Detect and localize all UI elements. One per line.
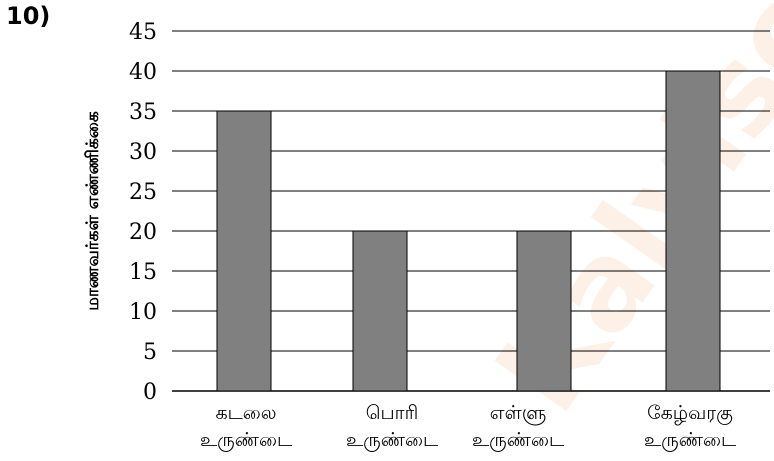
y-tick-label: 15 <box>129 260 157 285</box>
bar <box>216 110 272 392</box>
y-tick-label: 30 <box>129 140 157 165</box>
y-tick-label: 5 <box>143 340 157 365</box>
y-tick-labels: 0 5 10 15 20 25 30 35 40 45 <box>129 20 157 405</box>
y-tick-label: 40 <box>129 60 157 85</box>
y-tick-label: 25 <box>129 180 157 205</box>
x-tick-label: உருண்டை <box>346 429 438 452</box>
x-tick-label: கடலை <box>215 402 276 424</box>
x-tick-label: உருண்டை <box>472 429 564 452</box>
y-tick-label: 10 <box>129 300 157 325</box>
bar <box>516 230 572 392</box>
x-tick-label: உருண்டை <box>200 429 292 452</box>
y-tick-label: 45 <box>129 20 157 45</box>
bar <box>665 70 721 392</box>
y-tick-label: 35 <box>129 100 157 125</box>
y-axis-label: மாணவர்கள் எண்ணிக்கை <box>83 111 103 311</box>
question-number: 10) <box>6 2 51 30</box>
x-tick-label: பொரி <box>366 402 419 424</box>
bars <box>216 70 721 392</box>
x-tick-label: கேழ்வரகு <box>647 402 733 425</box>
x-tick-label: உருண்டை <box>644 429 736 452</box>
x-tick-label: எள்ளு <box>490 402 546 425</box>
bar <box>352 230 408 392</box>
y-tick-label: 0 <box>143 380 157 405</box>
watermark: Kalvisolai <box>470 0 774 437</box>
y-tick-label: 20 <box>129 220 157 245</box>
x-tick-labels: கடலை உருண்டை பொரி உருண்டை எள்ளு உருண்டை கேழ்வர… <box>200 402 736 452</box>
